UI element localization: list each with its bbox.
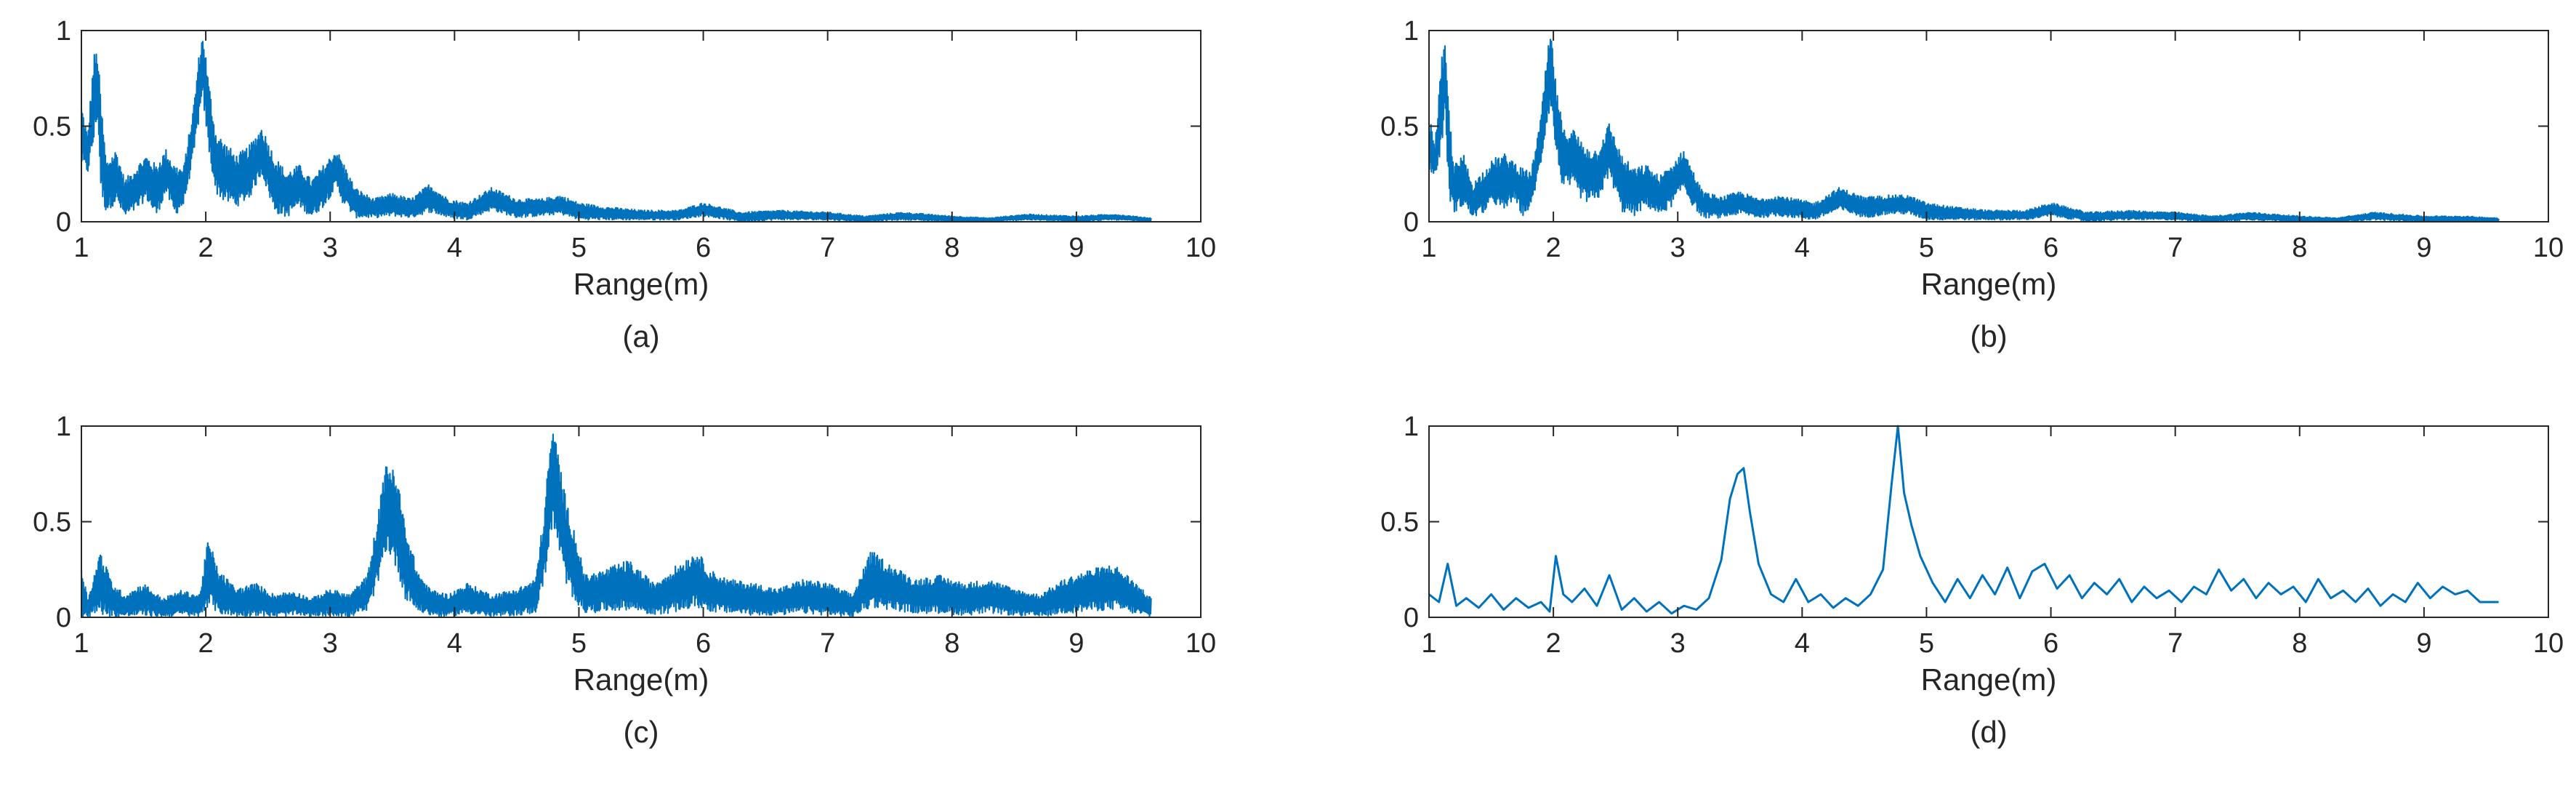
y-tick-label: 1 xyxy=(56,412,71,442)
x-tick-label: 6 xyxy=(2043,628,2058,659)
x-tick-label: 8 xyxy=(944,233,959,263)
x-tick-label: 3 xyxy=(323,628,338,659)
x-tick-label: 4 xyxy=(1795,233,1810,263)
x-tick-label: 5 xyxy=(571,233,587,263)
x-axis-label: Range(m) xyxy=(1921,662,2057,697)
y-tick-label: 1 xyxy=(1404,16,1419,47)
x-tick-label: 7 xyxy=(820,628,835,659)
x-axis-label: Range(m) xyxy=(1921,267,2057,301)
x-tick-label: 6 xyxy=(696,628,711,659)
data-line xyxy=(80,433,1152,618)
x-tick-label: 6 xyxy=(2043,233,2058,263)
x-tick-label: 2 xyxy=(1546,628,1561,659)
x-tick-label: 2 xyxy=(198,628,214,659)
panel-caption: (c) xyxy=(624,715,659,749)
y-tick-label: 0 xyxy=(1404,603,1419,633)
data-line xyxy=(1428,425,2499,615)
x-tick-label: 4 xyxy=(1795,628,1810,659)
x-tick-label: 10 xyxy=(2533,233,2564,263)
x-tick-label: 9 xyxy=(1068,233,1084,263)
x-tick-label: 10 xyxy=(1186,233,1216,263)
x-tick-label: 10 xyxy=(2533,628,2564,659)
x-tick-label: 3 xyxy=(1670,628,1686,659)
x-tick-label: 9 xyxy=(2416,233,2431,263)
x-tick-label: 7 xyxy=(2168,628,2183,659)
x-tick-label: 1 xyxy=(1421,628,1436,659)
y-tick-label: 0 xyxy=(56,603,71,633)
x-tick-label: 1 xyxy=(1421,233,1436,263)
data-line xyxy=(1428,39,2500,223)
x-tick-label: 4 xyxy=(447,628,462,659)
y-tick-label: 0.5 xyxy=(1380,508,1419,538)
chart-panel-b: 1 2 3 4 5 6 7 8 9 10 0 0.5 1 Range(m) (b) xyxy=(1380,16,2564,353)
x-tick-label: 3 xyxy=(1670,233,1686,263)
chart-panel-c: 1 2 3 4 5 6 7 8 9 10 0 0.5 1 Range(m) (c) xyxy=(33,412,1216,749)
panel-caption: (d) xyxy=(1970,715,2007,749)
x-tick-label: 5 xyxy=(1919,628,1934,659)
panel-caption: (a) xyxy=(622,319,659,353)
y-tick-label: 1 xyxy=(1404,412,1419,442)
x-tick-label: 2 xyxy=(198,233,214,263)
chart-panel-d: 1 2 3 4 5 6 7 8 9 10 0 0.5 1 Range(m) (d) xyxy=(1380,412,2564,749)
x-tick-label: 6 xyxy=(696,233,711,263)
y-tick-label: 0 xyxy=(56,207,71,238)
x-tick-label: 1 xyxy=(73,628,89,659)
axes-frame xyxy=(1428,425,2549,618)
x-tick-label: 9 xyxy=(2416,628,2431,659)
panel-caption: (b) xyxy=(1970,319,2007,353)
x-tick-label: 5 xyxy=(571,628,587,659)
x-tick-label: 4 xyxy=(447,233,462,263)
x-tick-label: 3 xyxy=(323,233,338,263)
x-tick-label: 9 xyxy=(1068,628,1084,659)
data-line xyxy=(80,41,1152,222)
x-tick-label: 8 xyxy=(2292,628,2307,659)
x-tick-label: 2 xyxy=(1546,233,1561,263)
y-tick-label: 0.5 xyxy=(1380,112,1419,143)
x-tick-label: 10 xyxy=(1186,628,1216,659)
y-tick-label: 0.5 xyxy=(33,112,71,143)
x-tick-label: 7 xyxy=(820,233,835,263)
x-axis-label: Range(m) xyxy=(573,267,709,301)
y-tick-label: 1 xyxy=(56,16,71,47)
x-tick-label: 5 xyxy=(1919,233,1934,263)
y-tick-label: 0 xyxy=(1404,207,1419,238)
x-tick-label: 1 xyxy=(73,233,89,263)
y-tick-label: 0.5 xyxy=(33,508,71,538)
x-tick-label: 8 xyxy=(944,628,959,659)
x-tick-label: 7 xyxy=(2168,233,2183,263)
chart-panel-a: 1 2 3 4 5 6 7 8 9 10 0 0.5 1 Range(m) (a) xyxy=(33,16,1216,353)
x-tick-label: 8 xyxy=(2292,233,2307,263)
x-axis-label: Range(m) xyxy=(573,662,709,697)
